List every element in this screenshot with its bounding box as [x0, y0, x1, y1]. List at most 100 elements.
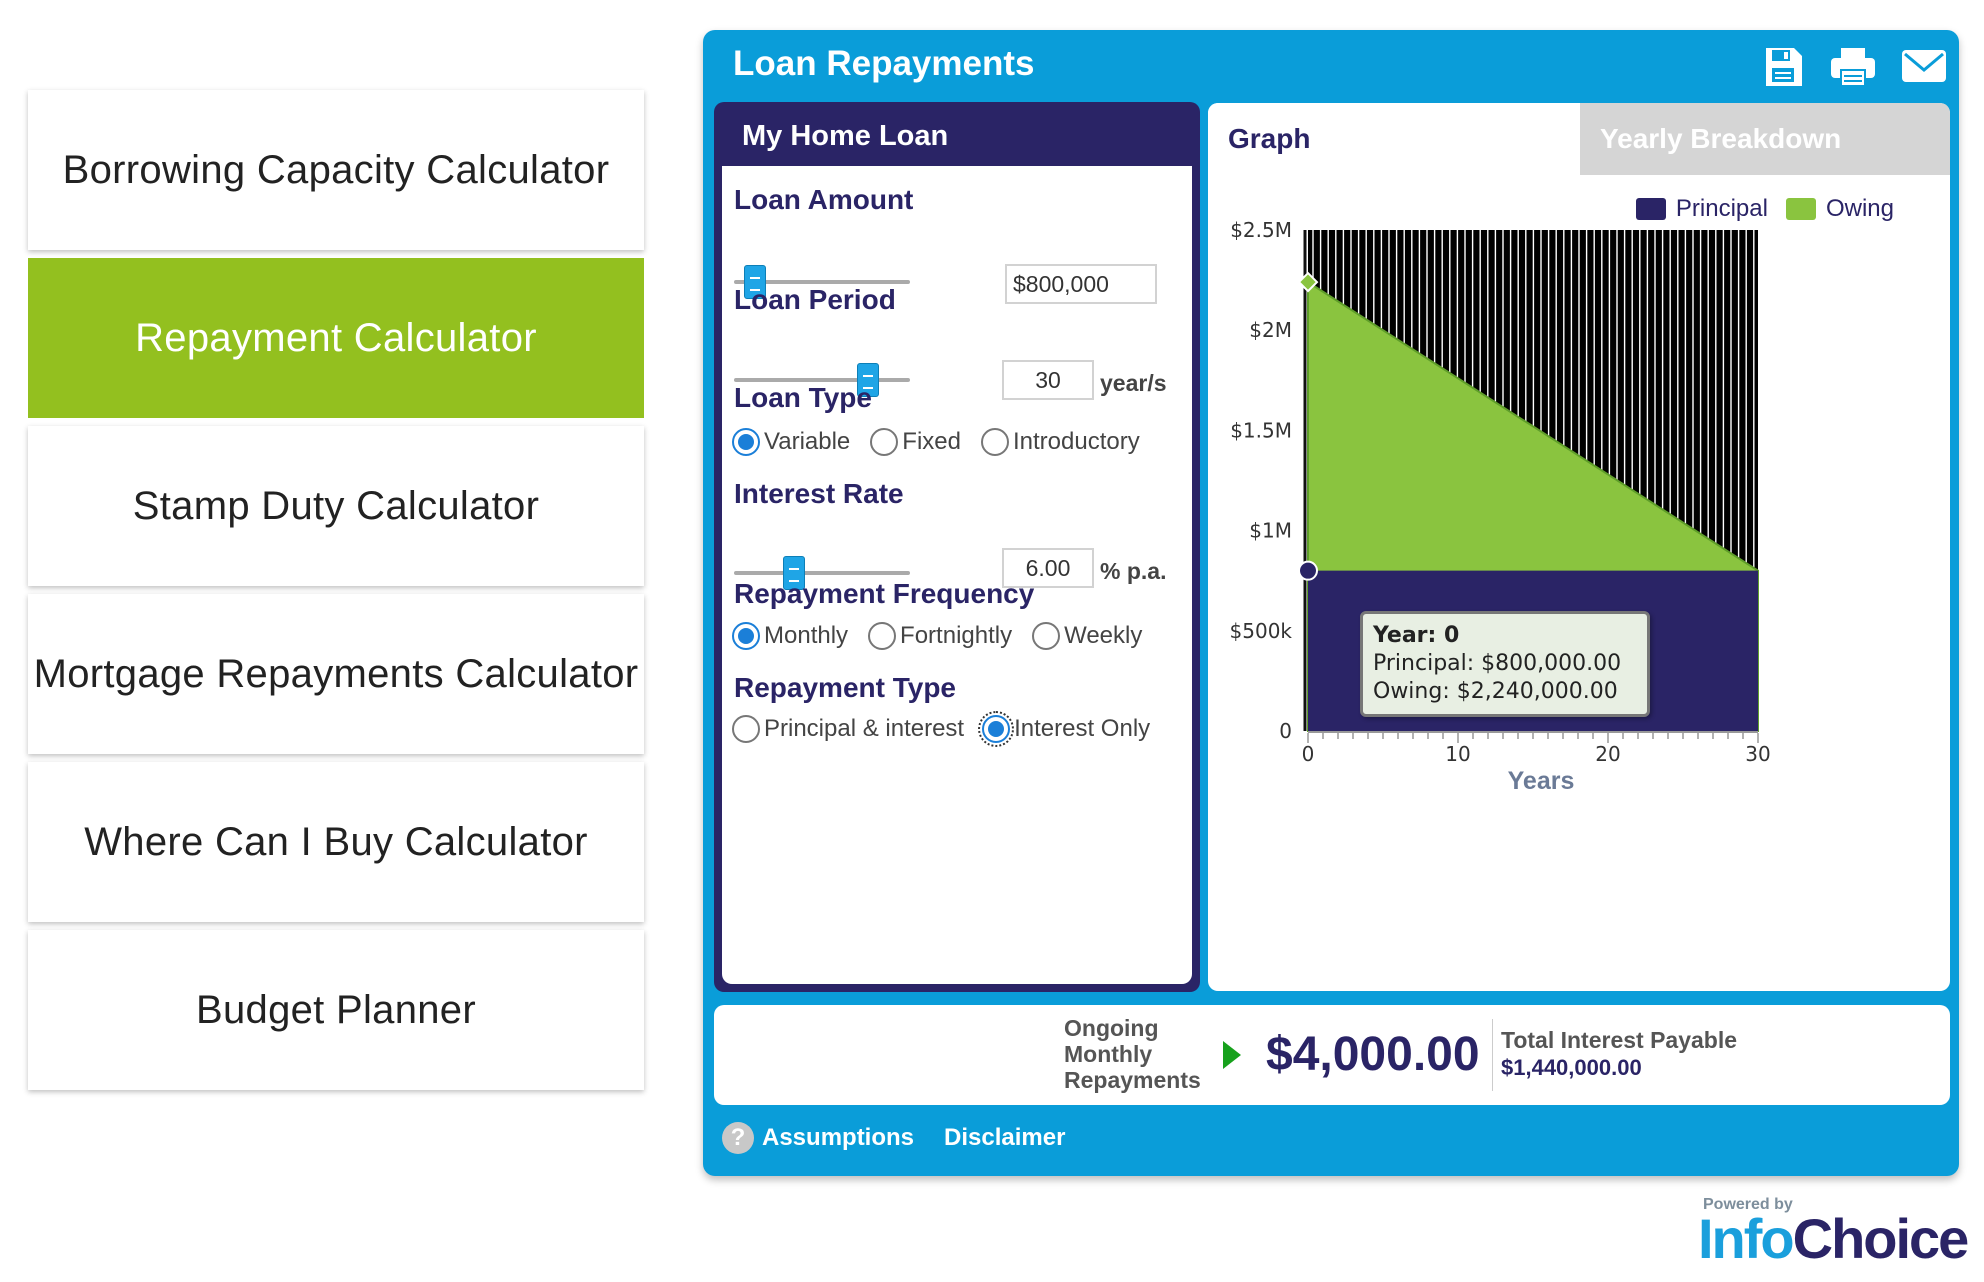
loan-form: Loan Amount Loan Period year/s Loan Type…	[722, 166, 1192, 984]
radio-icon[interactable]	[732, 715, 760, 743]
loan-period-slider-thumb[interactable]	[856, 363, 879, 397]
repayment-type-options: Principal & interest Interest Only	[732, 711, 1151, 747]
save-icon[interactable]	[1758, 46, 1806, 88]
legend-principal-swatch	[1635, 198, 1666, 220]
nav-borrowing-capacity[interactable]: Borrowing Capacity Calculator	[28, 90, 644, 250]
nav-repayment-calculator[interactable]: Repayment Calculator	[28, 258, 644, 418]
nav-where-can-i-buy[interactable]: Where Can I Buy Calculator	[28, 762, 644, 922]
x-tick-label: 20	[1595, 742, 1620, 766]
radio-icon[interactable]	[980, 428, 1009, 456]
repayment-type-label: Repayment Type	[734, 672, 956, 703]
frequency-monthly[interactable]: Monthly	[732, 622, 848, 650]
loan-amount-label: Loan Amount	[734, 184, 914, 215]
x-tick-label: 0	[1302, 742, 1315, 766]
owing-point-marker	[1297, 271, 1319, 293]
x-axis-title: Years	[1508, 767, 1575, 795]
interest-rate-input[interactable]	[1002, 548, 1094, 588]
my-home-loan-panel: My Home Loan Loan Amount Loan Period yea…	[714, 102, 1200, 992]
loan-type-fixed[interactable]: Fixed	[870, 428, 961, 456]
option-label: Principal & interest	[764, 715, 965, 742]
option-label: Interest Only	[1014, 715, 1151, 742]
radio-selected-icon[interactable]	[732, 622, 760, 650]
loan-amount-slider-thumb[interactable]	[744, 265, 767, 299]
interest-rate-label: Interest Rate	[734, 478, 904, 509]
interest-rate-slider-thumb[interactable]	[782, 556, 805, 590]
tooltip-principal: Principal: $800,000.00	[1373, 651, 1622, 676]
total-interest-value: $1,440,000.00	[1501, 1055, 1642, 1080]
loan-period-input[interactable]	[1002, 360, 1094, 400]
powered-by-text: Powered by	[1703, 1196, 1793, 1213]
radio-selected-icon[interactable]	[732, 428, 760, 456]
y-tick-label: $1M	[1249, 519, 1292, 543]
principal-point-marker	[1298, 560, 1318, 581]
loan-period-label: Loan Period	[734, 284, 896, 315]
interest-rate-unit: % p.a.	[1100, 558, 1167, 584]
y-tick-label: $2.5M	[1230, 218, 1292, 242]
option-label: Weekly	[1064, 622, 1143, 649]
loan-amount-slider-track[interactable]	[734, 280, 910, 284]
radio-icon[interactable]	[870, 428, 899, 456]
loan-period-unit: year/s	[1100, 370, 1167, 396]
frequency-weekly[interactable]: Weekly	[1032, 622, 1142, 650]
interest-rate-slider-track[interactable]	[734, 571, 910, 575]
loan-period-slider-track[interactable]	[734, 378, 910, 382]
nav-mortgage-repayments[interactable]: Mortgage Repayments Calculator	[28, 594, 644, 754]
repayment-interest-only[interactable]: Interest Only	[978, 711, 1151, 747]
summary-divider	[1492, 1019, 1493, 1091]
nav-label: Budget Planner	[196, 987, 476, 1032]
option-label: Variable	[764, 428, 851, 455]
loan-chart: 0 $500k $1M $1.5M $2M $2.5M 0 10 20 30 Years	[1230, 218, 1771, 795]
loan-amount-input[interactable]	[1005, 264, 1157, 304]
nav-label: Repayment Calculator	[135, 315, 537, 360]
infochoice-logo[interactable]: InfoChoice	[1698, 1206, 1970, 1271]
repayment-principal-interest[interactable]: Principal & interest	[732, 715, 964, 743]
help-icon[interactable]: ?	[722, 1122, 754, 1154]
option-label: Fixed	[902, 428, 961, 455]
print-icon[interactable]	[1829, 46, 1877, 88]
nav-budget-planner[interactable]: Budget Planner	[28, 930, 644, 1090]
tooltip-year: Year: 0	[1373, 623, 1460, 648]
nav-stamp-duty[interactable]: Stamp Duty Calculator	[28, 426, 644, 586]
tab-graph[interactable]: Graph	[1208, 103, 1580, 175]
repayment-frequency-options: Monthly Fortnightly Weekly	[732, 622, 1142, 650]
radio-icon[interactable]	[868, 622, 897, 650]
frequency-fortnightly[interactable]: Fortnightly	[868, 622, 1012, 650]
repayment-summary: Ongoing Monthly Repayments $4,000.00 Tot…	[714, 1005, 1950, 1105]
x-tick-label: 10	[1445, 742, 1470, 766]
x-tick-label: 30	[1745, 742, 1770, 766]
play-arrow-icon	[1223, 1041, 1241, 1069]
repayment-frequency-label: Repayment Frequency	[734, 578, 1035, 609]
legend-principal-label[interactable]: Principal	[1675, 195, 1768, 222]
nav-label: Mortgage Repayments Calculator	[33, 651, 639, 696]
loan-type-variable[interactable]: Variable	[732, 428, 850, 456]
email-icon[interactable]	[1900, 46, 1948, 88]
chart-tooltip: Year: 0 Principal: $800,000.00 Owing: $2…	[1360, 611, 1650, 717]
loan-type-options: Variable Fixed Introductory	[732, 428, 1140, 456]
legend-owing-swatch	[1785, 198, 1816, 220]
tab-yearly-breakdown[interactable]: Yearly Breakdown	[1580, 103, 1950, 175]
summary-label-line: Monthly	[1064, 1041, 1153, 1067]
disclaimer-link[interactable]: Disclaimer	[944, 1124, 1066, 1151]
calculator-title: Loan Repayments	[733, 44, 1035, 83]
radio-icon[interactable]	[1032, 622, 1061, 650]
loan-type-label: Loan Type	[734, 382, 872, 413]
graph-panel: Graph Yearly Breakdown Principal Owing 0…	[1208, 103, 1950, 991]
summary-label-line: Repayments	[1064, 1067, 1201, 1093]
loan-repayments-calculator: Loan Repayments My Home Loan Loan Amount…	[703, 30, 1959, 1176]
assumptions-link[interactable]: Assumptions	[762, 1124, 915, 1151]
panel-title: My Home Loan	[742, 120, 949, 152]
y-tick-label: 0	[1279, 719, 1292, 743]
option-label: Monthly	[764, 622, 849, 649]
tooltip-owing: Owing: $2,240,000.00	[1373, 679, 1618, 704]
radio-selected-icon[interactable]	[978, 711, 1015, 747]
legend-owing-label[interactable]: Owing	[1825, 195, 1894, 222]
y-tick-label: $500k	[1230, 619, 1293, 643]
total-interest-label: Total Interest Payable	[1501, 1027, 1738, 1053]
logo-part: Info	[1698, 1207, 1795, 1270]
nav-label: Stamp Duty Calculator	[132, 483, 540, 528]
y-tick-label: $2M	[1249, 318, 1292, 342]
loan-type-introductory[interactable]: Introductory	[980, 428, 1140, 456]
chart-legend: Principal Owing	[1635, 195, 1894, 223]
ongoing-repayments-label: Ongoing Monthly Repayments	[1064, 1015, 1201, 1093]
logo-part: Choice	[1792, 1207, 1970, 1270]
